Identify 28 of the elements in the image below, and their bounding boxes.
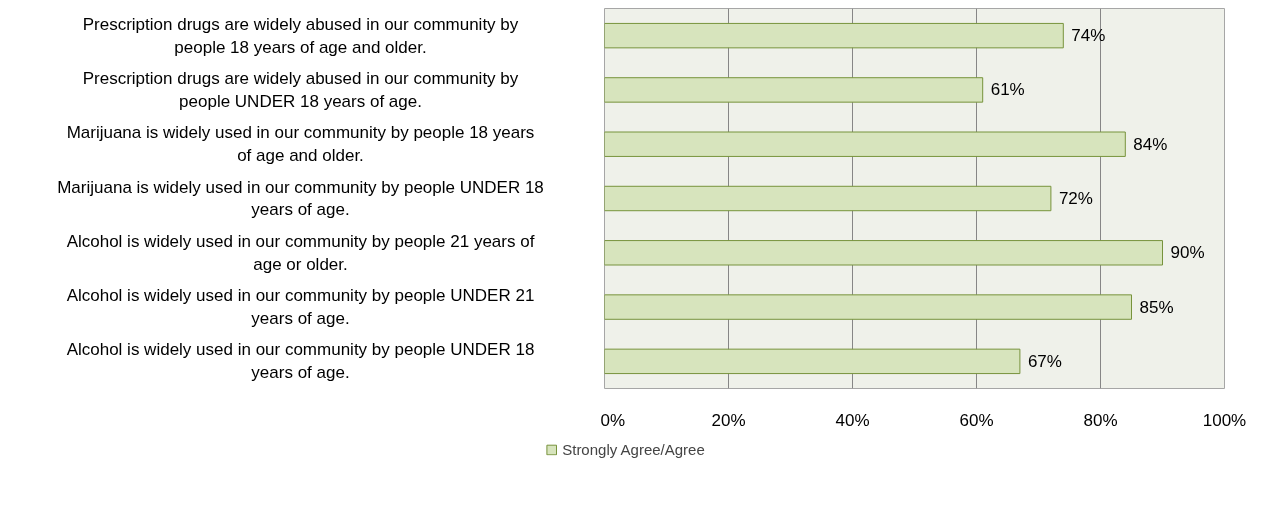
y-tick-label: Alcohol is widely used in our community by people 21 years of age or older. (66, 231, 535, 274)
bar (604, 22, 1064, 49)
x-tick-label: 100% (1202, 410, 1247, 430)
bar (604, 131, 1126, 157)
x-tick-label: 0% (600, 410, 626, 430)
data-label: 67% (1027, 351, 1062, 371)
data-label: 74% (1071, 26, 1106, 46)
data-label: 84% (1133, 134, 1168, 154)
y-tick-label: Prescription drugs are widely abused in our community by people UNDER 18 years of age. (82, 69, 519, 111)
bar (604, 294, 1132, 320)
bar (604, 348, 1021, 375)
data-label: 72% (1058, 189, 1093, 208)
data-label: 90% (1170, 243, 1205, 263)
legend-label: Strongly Agree/Agree (562, 440, 705, 458)
y-tick-label: Marijuana is widely used in our community by people UNDER 18 years of age. (57, 177, 544, 220)
bar (604, 240, 1163, 266)
bar (604, 185, 1052, 212)
y-tick-label: Alcohol is widely used in our community by people UNDER 21 years of age. (66, 286, 535, 328)
y-tick-label: Prescription drugs are widely abused in our community by people 18 years of age and older. (82, 14, 519, 57)
y-tick-label: Alcohol is widely used in our community by people UNDER 18 years of age. (66, 340, 535, 383)
data-label: 85% (1139, 297, 1174, 317)
bar (604, 77, 984, 103)
y-tick-label: Marijuana is widely used in our community by people 18 years of age and older. (66, 123, 535, 166)
x-tick-label: 80% (1083, 410, 1118, 430)
x-tick-label: 60% (959, 410, 994, 430)
x-tick-label: 20% (711, 410, 746, 430)
data-label: 61% (990, 80, 1025, 100)
x-tick-label: 40% (835, 410, 870, 430)
